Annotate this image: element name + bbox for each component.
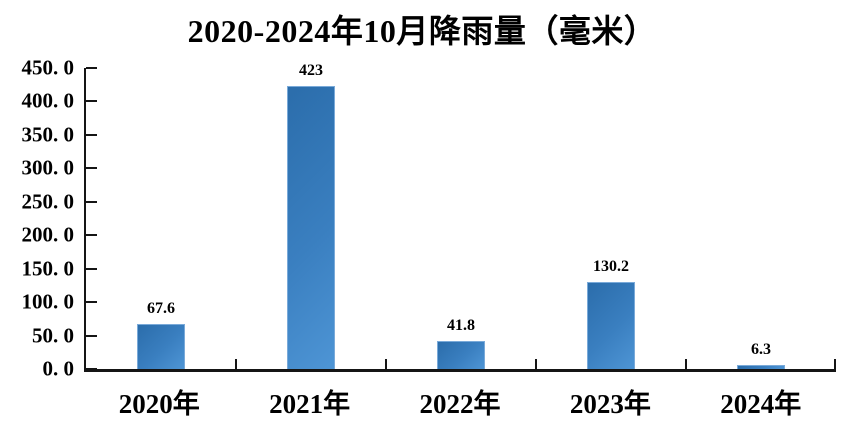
x-axis-tick bbox=[535, 359, 537, 369]
x-axis-end-tick bbox=[834, 359, 836, 369]
y-tick-label: 350. 0 bbox=[21, 122, 75, 147]
bar-2023年 bbox=[587, 281, 635, 369]
value-label: 67.6 bbox=[147, 299, 175, 317]
y-axis-tick bbox=[86, 301, 97, 304]
x-tick-label: 2024年 bbox=[720, 389, 802, 419]
plot-area: 67.6 423 41.8 130.2 6.3 bbox=[84, 63, 836, 372]
y-axis-tick bbox=[86, 67, 97, 69]
bar-2024年 bbox=[737, 364, 785, 369]
y-tick-label: 100. 0 bbox=[21, 289, 75, 314]
y-tick-label: 150. 0 bbox=[21, 256, 75, 281]
y-axis-labels: 450. 0 400. 0 350. 0 300. 0 250. 0 200. 0 150.… bbox=[0, 57, 75, 379]
y-axis-tick bbox=[86, 200, 97, 203]
bar-2022年 bbox=[437, 341, 485, 369]
y-axis-tick bbox=[86, 267, 97, 270]
y-axis-tick bbox=[86, 133, 97, 136]
value-label: 130.2 bbox=[593, 257, 629, 275]
x-axis-tick bbox=[235, 359, 237, 369]
y-tick-label: 400. 0 bbox=[21, 88, 75, 113]
y-tick-label: 250. 0 bbox=[21, 189, 75, 214]
x-tick-label: 2022年 bbox=[419, 389, 501, 419]
chart-title: 2020-2024年10月降雨量（毫米） bbox=[187, 13, 657, 49]
value-label: 41.8 bbox=[447, 317, 475, 335]
y-tick-label: 0. 0 bbox=[42, 356, 75, 381]
y-axis-tick bbox=[86, 167, 97, 170]
y-axis-tick bbox=[86, 234, 97, 237]
bar-2021年 bbox=[287, 86, 335, 369]
x-axis-tick bbox=[385, 359, 387, 369]
y-tick-label: 450. 0 bbox=[21, 55, 75, 80]
x-tick-label: 2020年 bbox=[118, 389, 200, 419]
x-axis-labels: 2020年 2021年 2022年 2023年 2024年 bbox=[84, 386, 836, 430]
y-tick-label: 50. 0 bbox=[32, 323, 74, 348]
y-tick-label: 300. 0 bbox=[21, 155, 75, 180]
x-axis-tick bbox=[685, 359, 687, 369]
y-axis-tick bbox=[86, 100, 97, 103]
value-label: 6.3 bbox=[751, 340, 771, 358]
y-axis-tick bbox=[86, 334, 97, 337]
x-tick-label: 2023年 bbox=[569, 389, 651, 419]
x-tick-label: 2021年 bbox=[269, 389, 351, 419]
value-label: 423 bbox=[299, 62, 323, 80]
bar-2020年 bbox=[137, 323, 185, 369]
y-axis-tick bbox=[86, 368, 97, 370]
y-tick-label: 200. 0 bbox=[21, 222, 75, 247]
